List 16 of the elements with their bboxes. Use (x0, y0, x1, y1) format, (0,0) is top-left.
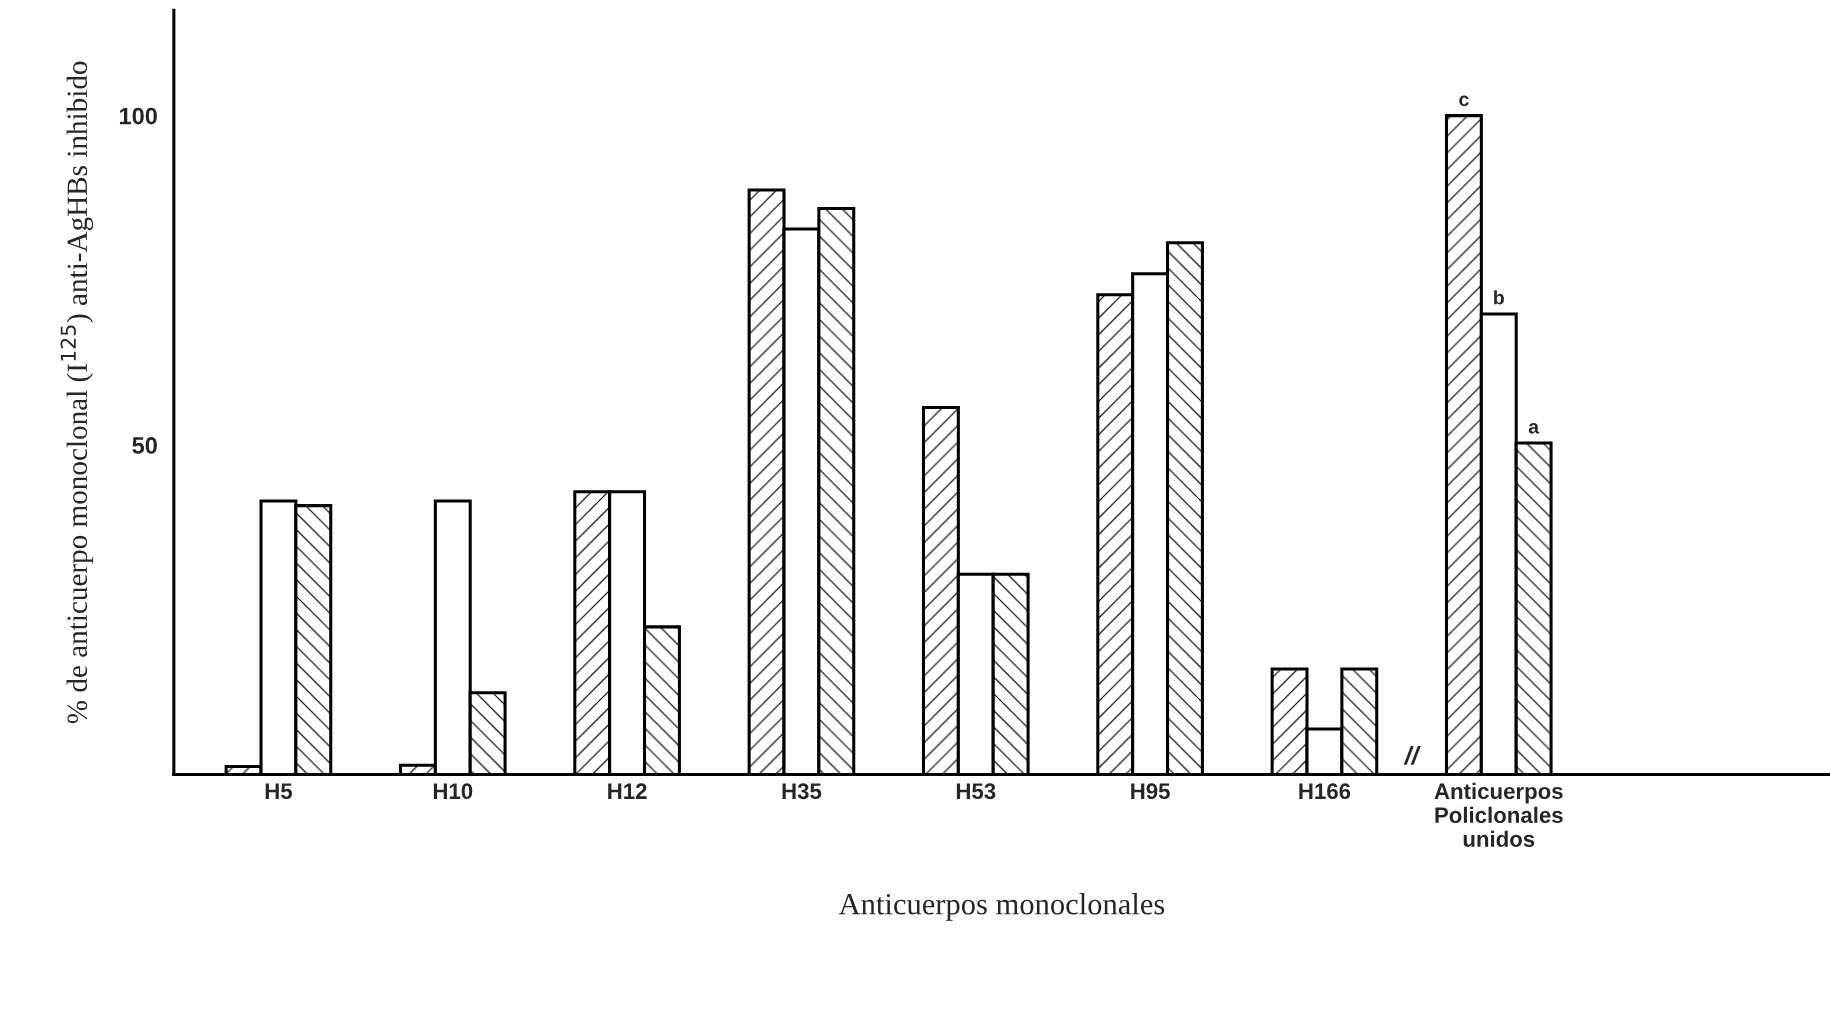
x-tick-label: H95 (1131, 783, 1170, 800)
annotation: // (1403, 746, 1421, 765)
y-tick-label: 50 (132, 437, 157, 454)
x-axis-title: Anticuerpos monoclonales (838, 893, 1165, 921)
x-tick-label: H5 (265, 783, 293, 800)
y-axis-title: % de anticuerpo monoclonal (I$^{125}$) anti-AgHBs inhibido (60, 61, 94, 724)
x-tick-label: H12 (608, 783, 647, 799)
annotation: a (1528, 422, 1540, 434)
x-tick-label: H53 (956, 783, 996, 800)
x-tick-label: H35 (782, 783, 822, 800)
annotation: c (1459, 95, 1469, 107)
x-tick-label: H10 (433, 783, 473, 800)
y-tick-label: 100 (119, 107, 157, 125)
x-tick-label: H166 (1299, 783, 1351, 800)
x-tick-label: Anticuerpos Policlonales unidos (1434, 782, 1563, 847)
annotation: b (1494, 290, 1504, 305)
